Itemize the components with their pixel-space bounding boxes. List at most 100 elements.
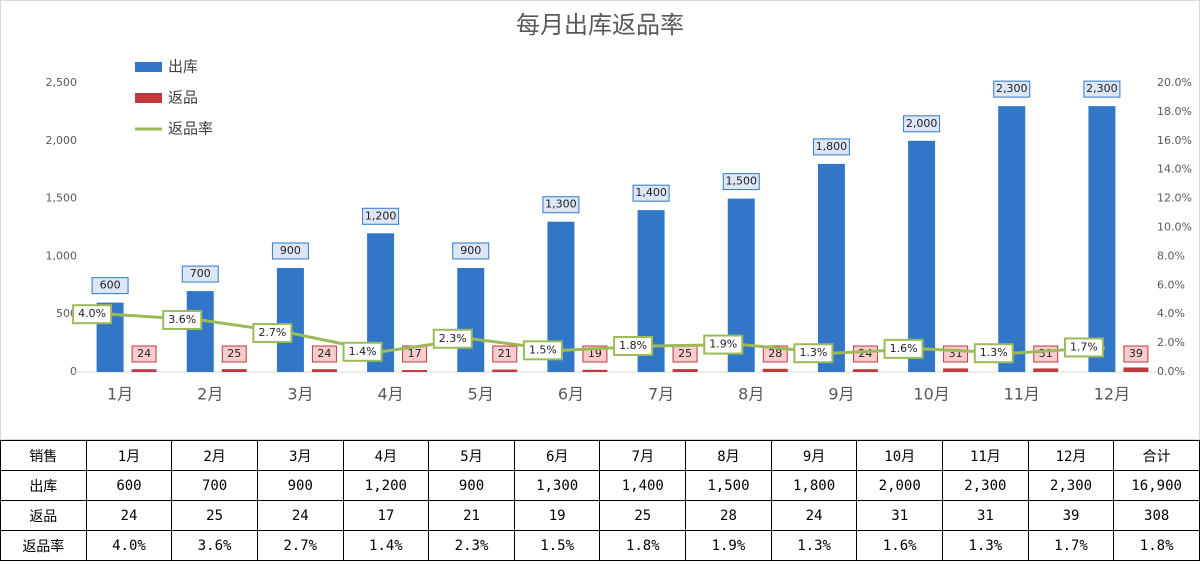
y2-tick-label: 18.0% [1157,105,1192,118]
legend-label: 出库 [168,58,198,76]
data-label-box [542,196,580,214]
table-cell: 25 [171,500,258,531]
y2-tick-label: 4.0% [1157,307,1185,320]
table-cell: 1,500 [685,470,772,501]
data-label-box [973,343,1014,364]
table-cell: 2.7% [256,530,344,561]
y2-tick-label: 14.0% [1157,163,1192,176]
table-cell: 1,400 [599,470,687,501]
x-tick-label: 1月 [107,385,133,404]
data-label: 700 [190,267,211,280]
data-label-box [221,345,247,363]
bar [492,369,518,372]
table-cell: 19 [513,500,601,531]
bar [186,291,214,372]
table-cell: 合计 [1113,440,1200,471]
table-cell: 5月 [428,440,515,471]
x-tick-label: 11月 [1004,385,1040,404]
bar [311,369,337,372]
table-cell: 24 [85,500,173,531]
table-cell: 21 [428,500,515,531]
data-label: 1.3% [799,346,827,359]
data-label-box [432,328,473,349]
y2-tick-label: 0.0% [1157,365,1185,378]
legend-label: 返品 [168,89,198,107]
data-label: 28 [768,347,782,360]
table-row: 返品 24 25 24 17 21 19 25 28 24 31 31 39 308 [0,500,1200,531]
bar [402,370,428,372]
data-label-box [252,322,293,343]
data-label-box [162,309,203,330]
data-label: 25 [227,347,241,360]
data-label-box [762,345,788,363]
table-cell: 3.6% [171,530,258,561]
table-cell: 9月 [770,440,858,471]
data-label-box [72,304,113,325]
table-cell: 28 [685,500,772,531]
table-cell: 25 [599,500,687,531]
data-label: 2.3% [439,332,467,345]
table-cell: 700 [171,470,258,501]
data-label: 1,300 [545,198,577,211]
bar [817,163,845,372]
table-cell: 6月 [513,440,601,471]
table-row: 返品率 4.0% 3.6% 2.7% 1.4% 2.3% 1.5% 1.8% 1.9% 1.3% 1… [0,530,1200,561]
data-label-box [722,173,760,191]
data-label-box [1063,337,1104,358]
table-cell: 2.3% [428,530,515,561]
table-cell: 3月 [256,440,344,471]
table-row: 销售 1月 2月 3月 4月 5月 6月 7月 8月 9月 10月 11月 12月 合计 [0,440,1200,471]
data-label: 24 [858,347,872,360]
table-cell: 900 [256,470,344,501]
table-cell: 1.9% [685,530,772,561]
x-tick-label: 7月 [648,385,674,404]
data-label: 2,300 [1086,82,1118,95]
y-tick-label: 1,500 [46,192,78,205]
y2-tick-label: 10.0% [1157,221,1192,234]
data-label-box [91,277,129,295]
data-label-box [131,345,157,363]
y2-tick-label: 2.0% [1157,336,1185,349]
y2-tick-label: 12.0% [1157,192,1192,205]
data-label: 2,300 [996,82,1028,95]
data-label: 25 [678,347,692,360]
x-tick-label: 4月 [377,385,403,404]
table-cell: 返品 [0,500,87,531]
data-label-box [903,115,941,133]
table-cell: 1.3% [770,530,858,561]
data-label: 4.0% [78,307,106,320]
table-cell: 10月 [856,440,944,471]
y2-tick-label: 6.0% [1157,278,1185,291]
table-cell: 24 [256,500,344,531]
data-label: 1,200 [365,209,397,222]
data-label-box [181,265,219,283]
table-cell: 出库 [0,470,87,501]
table-cell: 7月 [599,440,687,471]
chart-title: 每月出库返品率 [516,11,684,39]
data-label: 21 [498,347,512,360]
bar [1123,367,1149,372]
data-label: 39 [1129,347,1143,360]
legend-label: 返品率 [168,120,213,138]
table-cell: 1.5% [513,530,601,561]
data-label: 1.3% [980,346,1008,359]
bar [221,369,247,372]
data-label: 1.5% [529,343,557,356]
data-label: 1.4% [349,345,377,358]
data-label: 3.6% [168,313,196,326]
data-label: 900 [460,244,481,257]
table-cell: 16,900 [1113,470,1200,501]
bar [943,368,969,372]
table-cell: 12月 [1027,440,1115,471]
table-cell: 4月 [342,440,430,471]
legend-swatch [135,62,162,72]
x-tick-label: 9月 [828,385,854,404]
x-tick-label: 5月 [468,385,494,404]
data-label: 2,000 [906,117,938,130]
data-label: 24 [137,347,151,360]
y-tick-label: 500 [56,307,77,320]
bar [1088,106,1116,373]
table-cell: 308 [1113,500,1200,531]
data-label-box [613,335,654,356]
y2-tick-label: 16.0% [1157,134,1192,147]
